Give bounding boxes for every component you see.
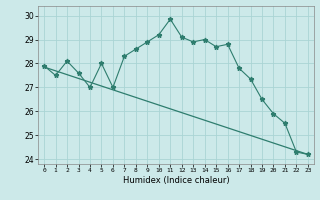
X-axis label: Humidex (Indice chaleur): Humidex (Indice chaleur) — [123, 176, 229, 185]
